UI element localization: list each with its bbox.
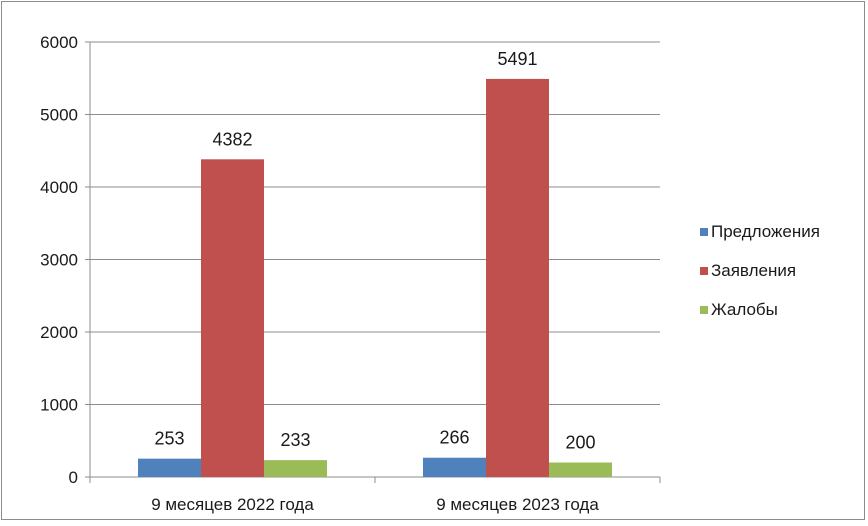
x-category-label: 9 месяцев 2022 года bbox=[151, 495, 314, 514]
bar bbox=[549, 462, 612, 477]
legend-item-predlozheniya: Предложения bbox=[700, 222, 820, 242]
data-label: 5491 bbox=[497, 49, 537, 69]
bar bbox=[423, 457, 486, 477]
bar bbox=[486, 78, 549, 477]
legend-swatch-zhaloby bbox=[700, 306, 708, 314]
legend-label-predlozheniya: Предложения bbox=[711, 222, 820, 241]
y-tick-label: 4000 bbox=[40, 178, 78, 197]
data-label: 233 bbox=[280, 430, 310, 450]
legend: Предложения Заявления Жалобы bbox=[700, 222, 820, 339]
legend-item-zayavleniya: Заявления bbox=[700, 261, 820, 281]
y-tick-label: 3000 bbox=[40, 251, 78, 270]
legend-label-zhaloby: Жалобы bbox=[711, 300, 778, 319]
y-tick-label: 0 bbox=[69, 468, 78, 487]
legend-swatch-predlozheniya bbox=[700, 228, 708, 236]
y-tick-label: 2000 bbox=[40, 323, 78, 342]
data-label: 253 bbox=[154, 429, 184, 449]
y-tick-label: 5000 bbox=[40, 106, 78, 125]
legend-label-zayavleniya: Заявления bbox=[711, 261, 797, 280]
bar bbox=[138, 458, 201, 477]
y-tick-label: 6000 bbox=[40, 33, 78, 52]
legend-item-zhaloby: Жалобы bbox=[700, 300, 820, 320]
data-label: 266 bbox=[439, 428, 469, 448]
data-label: 4382 bbox=[212, 129, 252, 149]
legend-swatch-zayavleniya bbox=[700, 267, 708, 275]
y-tick-label: 1000 bbox=[40, 396, 78, 415]
bar bbox=[201, 159, 264, 477]
data-label: 200 bbox=[565, 433, 595, 453]
bar bbox=[264, 460, 327, 477]
x-category-label: 9 месяцев 2023 года bbox=[436, 495, 599, 514]
